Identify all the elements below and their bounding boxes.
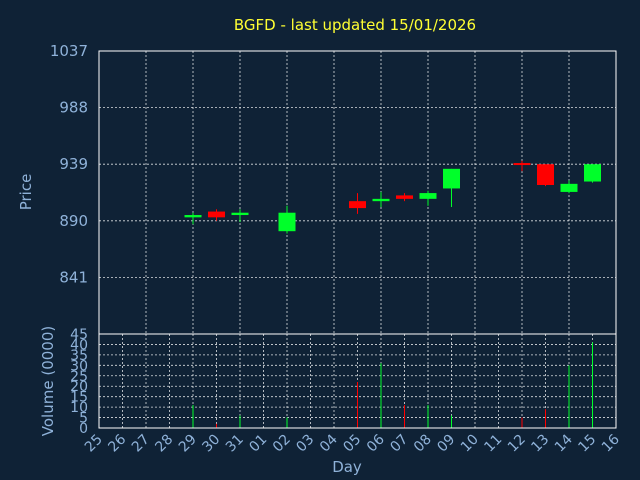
candle-body	[208, 211, 225, 218]
candle-body	[419, 193, 437, 199]
candle-body	[584, 164, 601, 182]
candle-body	[184, 215, 202, 218]
candle-body	[231, 212, 249, 216]
x-tick-label: 28	[152, 432, 176, 456]
volume-tick-label: 40	[70, 337, 88, 353]
x-tick-label: 16	[599, 431, 623, 455]
x-tick-label: 31	[223, 432, 247, 456]
x-tick-label: 03	[293, 432, 317, 456]
volume-axis-label: Volume (0000)	[39, 326, 57, 436]
x-tick-label: 26	[105, 431, 129, 455]
price-tick-label: 988	[59, 99, 88, 117]
volume-tick-label: 15	[70, 390, 88, 406]
candle-body	[443, 168, 460, 189]
candle-body	[560, 183, 578, 192]
x-tick-label: 02	[270, 432, 294, 456]
volume-tick-label: 20	[70, 379, 88, 395]
x-tick-label: 07	[387, 432, 411, 456]
price-tick-label: 841	[59, 268, 88, 286]
x-axis-label: Day	[332, 458, 362, 476]
candle-body	[513, 163, 531, 166]
x-tick-label: 10	[458, 432, 482, 456]
volume-bars	[192, 342, 593, 428]
x-tick-label: 04	[317, 431, 341, 455]
price-tick-label: 939	[59, 155, 88, 173]
volume-tick-label: 35	[70, 348, 88, 364]
chart-title: BGFD - last updated 15/01/2026	[234, 16, 476, 34]
x-tick-label: 14	[552, 431, 576, 455]
volume-tick-label: 5	[79, 411, 88, 427]
candle-body	[278, 212, 296, 232]
x-tick-label: 11	[481, 432, 505, 456]
candle-body	[372, 198, 390, 202]
candle-body	[349, 201, 366, 209]
x-tick-labels: 25 26 27 28 29 30 31 01 02 03 04 05 06 07 08 09 10 11 12 13…	[82, 431, 623, 455]
x-tick-label: 12	[505, 432, 529, 456]
volume-tick-label: 45	[70, 327, 88, 343]
price-tick-label: 1037	[50, 42, 88, 60]
candle-body	[537, 164, 554, 185]
volume-tick-label: 25	[70, 369, 88, 385]
x-tick-label: 13	[528, 432, 552, 456]
price-tick-labels: 1037 988 939 890 841	[50, 42, 88, 286]
x-tick-label: 06	[364, 431, 388, 455]
candle-body	[396, 195, 413, 199]
volume-panel-frame	[98, 333, 617, 429]
price-grid	[99, 50, 616, 334]
x-tick-label: 30	[199, 432, 223, 456]
x-tick-label: 09	[434, 432, 458, 456]
price-tick-label: 890	[59, 212, 88, 230]
price-axis-label: Price	[17, 174, 35, 211]
x-tick-label: 29	[176, 432, 200, 456]
volume-tick-label: 10	[70, 400, 88, 416]
volume-tick-label: 0	[79, 421, 88, 437]
candles	[184, 160, 601, 234]
x-tick-label: 27	[129, 432, 153, 456]
price-panel-frame	[98, 50, 617, 335]
volume-tick-label: 30	[70, 358, 88, 374]
x-tick-label: 15	[575, 432, 599, 456]
x-tick-label: 01	[246, 432, 270, 456]
x-tick-label: 08	[411, 432, 435, 456]
x-tick-label: 05	[340, 432, 364, 456]
